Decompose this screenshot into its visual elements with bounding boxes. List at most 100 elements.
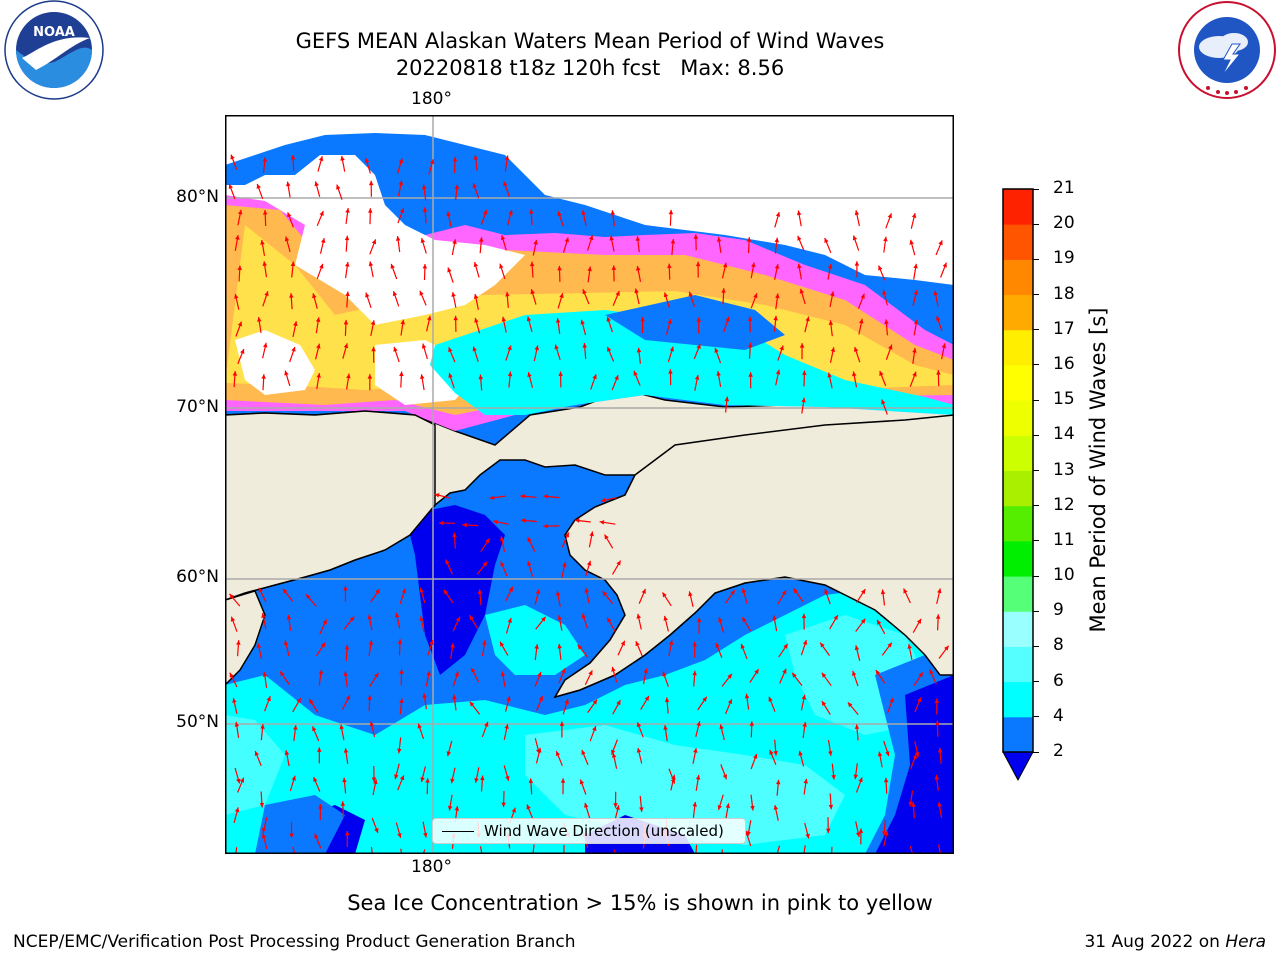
wind-wave-arrowhead [875,670,881,675]
wind-wave-arrowhead [537,671,542,677]
wind-wave-arrowhead [936,315,941,321]
wind-wave-arrowhead [492,519,498,525]
nws-logo [1178,1,1276,99]
wind-wave-arrowhead [695,261,701,267]
wind-wave-arrowhead [483,209,488,215]
wind-wave-arrowhead [696,317,701,322]
wind-wave-arrowhead [773,805,779,810]
wind-wave-arrowhead [798,750,803,756]
wind-wave-arrowhead [744,693,750,699]
lat-label-50: 50°N [176,712,219,732]
wind-wave-arrowhead [917,697,922,703]
wind-wave-arrowhead [936,370,941,375]
wind-wave-arrowhead [373,779,378,785]
wind-wave-arrowhead [831,774,836,780]
wind-wave-arrowhead [508,209,513,215]
wind-wave-arrowhead [370,320,376,325]
wind-wave-arrowhead [473,262,478,267]
wind-wave-arrowhead [290,155,296,160]
colorbar-tick-label: 21 [1053,178,1075,198]
wind-wave-arrowhead [506,696,511,701]
colorbar-tick-label: 16 [1053,353,1075,374]
wind-wave-arrowhead [775,212,781,217]
wind-wave-arrowhead [399,698,404,703]
colorbar-band [1003,259,1033,296]
wind-wave-arrowhead [534,345,539,351]
wind-wave-arrowhead [609,235,614,241]
wind-wave-arrowhead [284,236,290,242]
wind-wave-arrowhead [774,264,780,269]
wind-wave-arrowhead [319,263,324,269]
wind-wave-arrowhead [911,802,916,807]
wind-wave-arrowhead [592,374,597,380]
wind-wave-arrowhead [312,726,317,732]
wind-wave-arrowhead [230,616,236,622]
colorbar-band [1003,611,1033,647]
wind-wave-arrowhead [725,316,730,322]
wind-wave-arrowhead [792,672,797,678]
wind-wave-arrowhead [480,775,485,781]
colorbar-tick [1033,223,1039,225]
wind-wave-arrowhead [289,833,294,838]
wind-wave-arrowhead [447,805,453,811]
wind-wave-arrowhead [315,317,321,322]
wind-wave-arrowhead [934,774,940,780]
wind-wave-arrowhead [426,670,431,676]
wind-wave-arrowhead [420,777,425,782]
wind-wave-arrowhead [230,154,235,160]
wind-wave-arrowhead [485,538,490,544]
graticule [225,115,954,854]
wind-wave-arrowhead [577,644,583,650]
wind-wave-arrowhead [801,613,807,619]
wind-wave-arrowhead [371,777,377,782]
wind-wave-arrowhead [472,346,477,352]
wind-wave-arrowhead [773,315,778,321]
footer-date: 31 Aug 2022 on Hera [1084,932,1266,952]
wind-wave-arrow [613,849,617,854]
top-lon-label: 180° [411,89,452,109]
wind-wave-arrowhead [318,669,324,675]
wind-wave-arrowhead [774,237,779,243]
wind-wave-arrowhead [340,801,346,806]
wind-wave-arrowhead [399,371,404,377]
wind-wave-arrowhead [883,777,889,783]
colorbar-tick-label: 9 [1053,600,1064,621]
wind-wave-arrowhead [775,293,780,299]
wind-wave-arrowhead [535,589,541,595]
wind-wave-arrowhead [913,319,919,325]
colorbar-tick-label: 11 [1053,529,1075,550]
wind-wave-arrowhead [693,748,698,753]
wind-wave-arrowhead [903,588,908,594]
wind-wave-arrowhead [284,640,289,646]
wind-wave-arrowhead [238,209,243,215]
wind-wave-arrowhead [261,613,266,618]
wind-wave-arrowhead [668,640,674,645]
wind-wave-arrowhead [290,261,296,267]
wind-wave-arrowhead [420,238,426,243]
wind-wave-arrowhead [317,747,322,752]
wind-wave-arrowhead [833,615,838,621]
wind-wave-arrowhead [589,531,594,537]
wind-wave-arrowhead [344,644,350,650]
wind-wave-arrowhead [801,397,806,403]
wind-wave-arrow [479,846,483,854]
wind-wave-arrowhead [280,671,285,677]
wind-wave-arrowhead [284,750,290,756]
wind-wave-arrowhead [641,588,646,594]
wind-wave-arrowhead [668,209,674,215]
wind-wave-arrowhead [527,372,532,378]
wind-wave-arrowhead [320,642,326,648]
legend-label: Wind Wave Direction (unscaled) [484,822,724,840]
wind-wave-arrowhead [719,724,724,730]
wind-wave-arrowhead [671,774,676,780]
wind-wave-arrowhead [256,643,262,649]
wind-wave-arrowhead [747,316,753,321]
wind-wave-arrowhead [884,830,889,836]
wind-wave-arrow [400,848,403,854]
wind-wave-arrowhead [751,262,756,268]
wind-wave-arrowhead [314,833,319,839]
wind-wave-arrowhead [239,777,245,783]
wind-wave-arrowhead [858,777,863,783]
colorbar-band [1003,716,1033,753]
wind-wave-arrowhead [860,293,865,299]
